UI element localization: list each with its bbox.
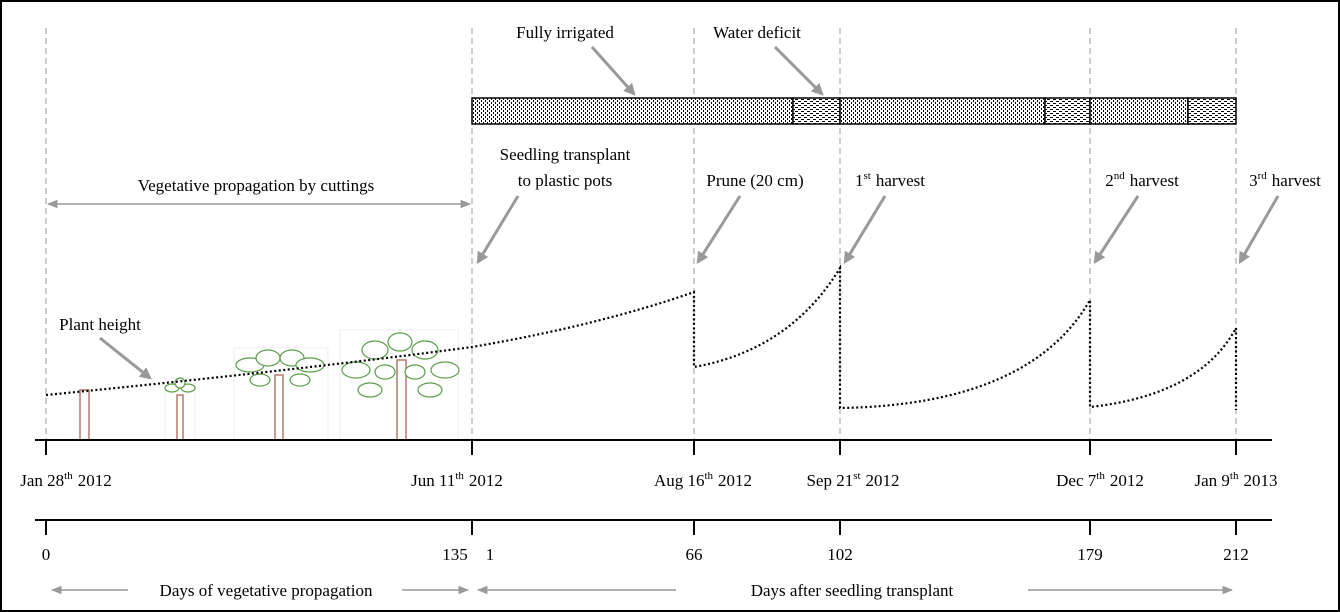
- text: 1: [855, 171, 864, 190]
- label: Plant height: [59, 315, 141, 334]
- day-label: 66: [686, 545, 703, 564]
- date-label: Dec 7th 2012: [1056, 470, 1144, 490]
- label: Days of vegetative propagation: [160, 581, 373, 600]
- axes: [35, 439, 1272, 535]
- day-label: 0: [42, 545, 51, 564]
- superscript: st: [853, 470, 860, 482]
- text: 3: [1249, 171, 1258, 190]
- superscript: th: [1096, 470, 1105, 482]
- text: harvest: [876, 171, 925, 190]
- text: 2012: [78, 471, 112, 490]
- harvest-label: 3rd harvest: [1249, 170, 1321, 190]
- date-label: Jun 11th 2012: [411, 470, 503, 490]
- date-label: Jan 28th 2012: [20, 470, 111, 490]
- label: Seedling transplant: [500, 145, 631, 164]
- text: harvest: [1272, 171, 1321, 190]
- day-label: 135: [442, 545, 468, 564]
- text: Sep 21: [806, 471, 853, 490]
- text: 2013: [1243, 471, 1277, 490]
- day-label: 212: [1223, 545, 1249, 564]
- arrows: [46, 45, 1280, 595]
- label: Days after seedling transplant: [751, 581, 954, 600]
- label: to plastic pots: [518, 171, 612, 190]
- superscript: nd: [1114, 170, 1126, 182]
- label: Water deficit: [713, 23, 801, 42]
- superscript: st: [864, 170, 871, 182]
- text: Jan 28: [20, 471, 64, 490]
- superscript: rd: [1258, 170, 1268, 182]
- text: 2012: [718, 471, 752, 490]
- harvest-label: 1st harvest: [855, 170, 925, 190]
- day-label: 102: [827, 545, 853, 564]
- day-label: 1: [486, 545, 495, 564]
- date-label: Aug 16th 2012: [654, 470, 752, 490]
- label: Vegetative propagation by cuttings: [138, 176, 375, 195]
- label: Prune (20 cm): [706, 171, 803, 190]
- date-label: Sep 21st 2012: [806, 470, 899, 490]
- text: Jan 9: [1195, 471, 1230, 490]
- superscript: th: [1230, 470, 1239, 482]
- text: 2012: [1110, 471, 1144, 490]
- date-label: Jan 9th 2013: [1195, 470, 1278, 490]
- superscript: th: [64, 470, 73, 482]
- day-label: 179: [1077, 545, 1103, 564]
- text: 2012: [866, 471, 900, 490]
- text: 2012: [469, 471, 503, 490]
- text: 2: [1105, 171, 1114, 190]
- irrigation-bar: [471, 97, 1237, 125]
- text: Dec 7: [1056, 471, 1097, 490]
- superscript: th: [704, 470, 713, 482]
- labels: Jan 28th 2012 Jun 11th 2012 Aug 16th 2012 Sep …: [20, 170, 1321, 564]
- plants: [79, 329, 460, 441]
- text: Aug 16: [654, 471, 705, 490]
- text: harvest: [1130, 171, 1179, 190]
- text: Jun 11: [411, 471, 455, 490]
- plant-height-curve: [45, 264, 1238, 410]
- guides: [45, 28, 1237, 440]
- label: Fully irrigated: [516, 23, 614, 42]
- harvest-label: 2nd harvest: [1105, 170, 1179, 190]
- superscript: th: [455, 470, 464, 482]
